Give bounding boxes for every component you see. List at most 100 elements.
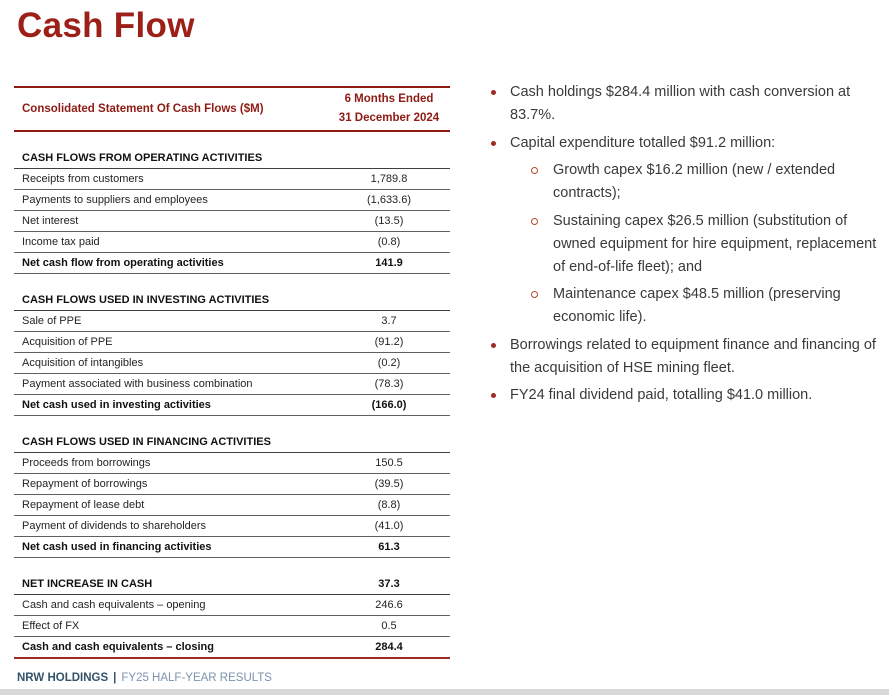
- row-label: Cash and cash equivalents – closing: [22, 641, 214, 653]
- section-heading-label: CASH FLOWS USED IN INVESTING ACTIVITIES: [22, 293, 270, 306]
- bullet-dot-icon: [491, 393, 496, 398]
- row-value: (91.2): [374, 336, 404, 348]
- bullet-dot-icon: [491, 90, 496, 95]
- table-header-title: Consolidated Statement Of Cash Flows ($M…: [22, 103, 264, 115]
- section-heading-label: NET INCREASE IN CASH: [22, 577, 153, 590]
- section-heading-row: NET INCREASE IN CASH 37.3: [14, 573, 450, 595]
- table-row: Payments to suppliers and employees (1,63…: [14, 190, 450, 211]
- table-row: Net cash used in investing activities (16…: [14, 395, 450, 416]
- table-section: NET INCREASE IN CASH 37.3 Cash and cash eq…: [14, 573, 450, 659]
- row-label: Net cash used in investing activities: [22, 399, 211, 411]
- table-header-period: 6 Months Ended 31 December 2024: [328, 90, 450, 128]
- list-item: Maintenance capex $48.5 million (preserv…: [478, 283, 888, 329]
- cash-flow-statement-table: Consolidated Statement Of Cash Flows ($M…: [14, 86, 450, 659]
- sub-bullet-circle-icon: [531, 217, 538, 225]
- list-item-text: Sustaining capex $26.5 million (substitu…: [553, 212, 877, 275]
- bottom-strip: [0, 689, 889, 695]
- sub-bullet-circle-icon: [531, 167, 538, 174]
- list-item: Capital expenditure totalled $91.2 milli…: [478, 132, 888, 155]
- row-label: Payment of dividends to shareholders: [22, 520, 207, 532]
- row-label: Net interest: [22, 215, 79, 227]
- list-item: FY24 final dividend paid, totalling $41.…: [478, 384, 888, 407]
- list-item-text: Borrowings related to equipment finance …: [510, 336, 876, 376]
- table-sections: CASH FLOWS FROM OPERATING ACTIVITIES Rece…: [14, 147, 450, 659]
- section-heading-row: CASH FLOWS USED IN FINANCING ACTIVITIES: [14, 431, 450, 453]
- sub-bullet-circle-icon: [531, 291, 538, 298]
- list-item: Growth capex $16.2 million (new / extend…: [478, 159, 888, 205]
- table-section: CASH FLOWS FROM OPERATING ACTIVITIES Rece…: [14, 147, 450, 274]
- page-title: Cash Flow: [17, 6, 195, 45]
- row-value: (8.8): [377, 499, 401, 511]
- table-section: CASH FLOWS USED IN INVESTING ACTIVITIES S…: [14, 289, 450, 416]
- row-label: Proceeds from borrowings: [22, 457, 151, 469]
- row-value: 141.9: [375, 257, 403, 269]
- row-value: (0.8): [377, 236, 401, 248]
- table-row: Sale of PPE 3.7: [14, 311, 450, 332]
- row-value: 61.3: [378, 541, 400, 553]
- list-item-text: Capital expenditure totalled $91.2 milli…: [510, 134, 776, 151]
- row-value: 246.6: [375, 599, 403, 611]
- row-label: Acquisition of intangibles: [22, 357, 144, 369]
- footer-subtitle: FY25 HALF-YEAR RESULTS: [121, 672, 272, 684]
- row-value: 3.7: [381, 315, 397, 327]
- row-value: 1,789.8: [370, 173, 408, 185]
- row-label: Income tax paid: [22, 236, 100, 248]
- table-section: CASH FLOWS USED IN FINANCING ACTIVITIES P…: [14, 431, 450, 558]
- table-row: Receipts from customers 1,789.8: [14, 169, 450, 190]
- row-label: Cash and cash equivalents – opening: [22, 599, 206, 611]
- row-value: (1,633.6): [366, 194, 412, 206]
- table-header-period-line2: 31 December 2024: [338, 112, 440, 124]
- row-value: (39.5): [374, 478, 404, 490]
- bullet-dot-icon: [491, 140, 496, 146]
- row-value: (41.0): [374, 520, 404, 532]
- section-heading-row: CASH FLOWS FROM OPERATING ACTIVITIES: [14, 147, 450, 169]
- row-label: Effect of FX: [22, 620, 80, 632]
- footer-separator: |: [113, 672, 117, 684]
- section-heading-value: 37.3: [378, 577, 400, 590]
- table-row: Cash and cash equivalents – opening 246.6: [14, 595, 450, 616]
- bullet-dot-icon: [491, 342, 496, 348]
- list-item: Borrowings related to equipment finance …: [478, 334, 888, 380]
- list-item-text: Maintenance capex $48.5 million (preserv…: [553, 286, 841, 325]
- row-label: Acquisition of PPE: [22, 336, 113, 348]
- table-row: Acquisition of intangibles (0.2): [14, 353, 450, 374]
- table-header-row: Consolidated Statement Of Cash Flows ($M…: [14, 86, 450, 132]
- list-item: Sustaining capex $26.5 million (substitu…: [478, 210, 888, 279]
- table-row: Net cash used in financing activities 61.…: [14, 537, 450, 558]
- table-row: Payment associated with business combina…: [14, 374, 450, 395]
- table-row: Effect of FX 0.5: [14, 616, 450, 637]
- list-item: Cash holdings $284.4 million with cash c…: [478, 81, 888, 127]
- row-label: Sale of PPE: [22, 315, 82, 327]
- row-label: Repayment of lease debt: [22, 499, 145, 511]
- list-item-text: FY24 final dividend paid, totalling $41.…: [510, 387, 813, 403]
- row-value: (78.3): [374, 378, 404, 390]
- section-heading-label: CASH FLOWS USED IN FINANCING ACTIVITIES: [22, 435, 271, 448]
- row-value: (0.2): [377, 357, 401, 369]
- table-row: Income tax paid (0.8): [14, 232, 450, 253]
- table-row: Cash and cash equivalents – closing 284.4: [14, 637, 450, 659]
- table-row: Payment of dividends to shareholders (41.…: [14, 516, 450, 537]
- footer: NRW HOLDINGS | FY25 HALF-YEAR RESULTS: [17, 672, 272, 684]
- table-row: Net interest (13.5): [14, 211, 450, 232]
- row-label: Repayment of borrowings: [22, 478, 148, 490]
- row-label: Payment associated with business combina…: [22, 378, 253, 390]
- row-value: 150.5: [375, 457, 403, 469]
- row-value: (13.5): [374, 215, 404, 227]
- row-label: Payments to suppliers and employees: [22, 194, 208, 206]
- row-label: Receipts from customers: [22, 173, 144, 185]
- section-heading-label: CASH FLOWS FROM OPERATING ACTIVITIES: [22, 151, 263, 164]
- table-row: Proceeds from borrowings 150.5: [14, 453, 450, 474]
- table-row: Net cash flow from operating activities 1…: [14, 253, 450, 274]
- row-value: 284.4: [375, 641, 403, 653]
- table-header-period-line1: 6 Months Ended: [344, 93, 434, 105]
- table-row: Repayment of lease debt (8.8): [14, 495, 450, 516]
- section-heading-row: CASH FLOWS USED IN INVESTING ACTIVITIES: [14, 289, 450, 311]
- table-row: Acquisition of PPE (91.2): [14, 332, 450, 353]
- row-label: Net cash used in financing activities: [22, 541, 212, 553]
- list-item-text: Cash holdings $284.4 million with cash c…: [510, 84, 851, 123]
- row-value: (166.0): [371, 399, 407, 411]
- table-row: Repayment of borrowings (39.5): [14, 474, 450, 495]
- row-value: 0.5: [381, 620, 397, 632]
- row-label: Net cash flow from operating activities: [22, 257, 224, 269]
